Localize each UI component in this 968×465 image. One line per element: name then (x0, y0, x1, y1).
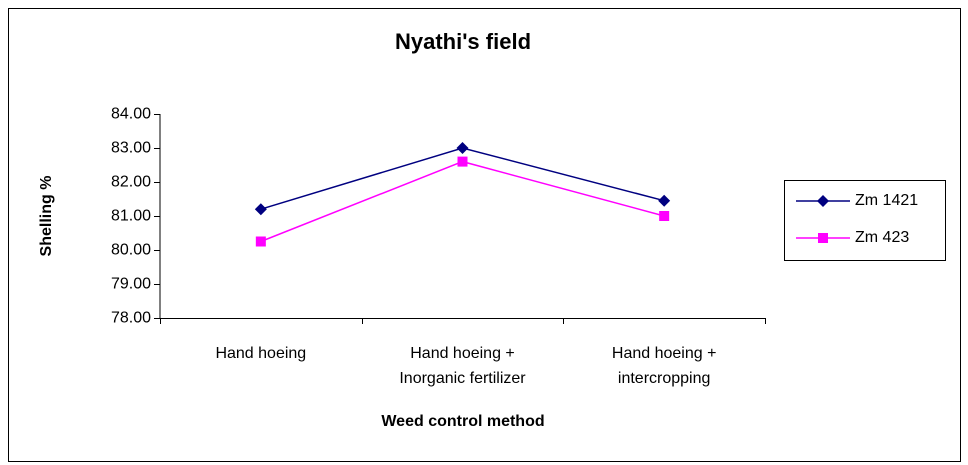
data-point (658, 194, 671, 207)
y-tick-label: 84.00 (111, 106, 151, 123)
data-point (457, 156, 468, 167)
legend-label: Zm 423 (855, 229, 909, 246)
y-tick-label: 78.00 (111, 310, 151, 327)
x-tick-label: Hand hoeing + intercropping (612, 345, 717, 387)
chart-title: Nyathi's field (395, 29, 531, 54)
y-axis-title: Shelling % (38, 176, 55, 257)
legend-box (784, 180, 946, 261)
data-point (255, 236, 266, 247)
x-axis-title: Weed control method (381, 413, 544, 430)
x-tick-label-line: Inorganic fertilizer (399, 370, 526, 387)
y-tick-label: 83.00 (111, 140, 151, 157)
legend-label: Zm 1421 (855, 192, 918, 209)
y-tick-label: 82.00 (111, 174, 151, 191)
y-tick-label: 79.00 (111, 276, 151, 293)
x-tick-label-line: Hand hoeing (215, 345, 306, 362)
legend-marker (817, 195, 829, 207)
data-point (456, 142, 469, 154)
data-point (254, 203, 267, 216)
x-tick-label-line: intercropping (618, 370, 711, 387)
data-point (659, 211, 670, 221)
legend-marker (818, 233, 828, 243)
y-tick-label: 81.00 (111, 208, 151, 225)
x-tick-label-line: Hand hoeing + (410, 345, 515, 362)
y-tick-label: 80.00 (111, 242, 151, 259)
x-tick-label-line: Hand hoeing + (612, 345, 717, 362)
x-tick-label: Hand hoeing + Inorganic fertilizer (399, 345, 526, 387)
x-tick-label: Hand hoeing (215, 345, 306, 362)
